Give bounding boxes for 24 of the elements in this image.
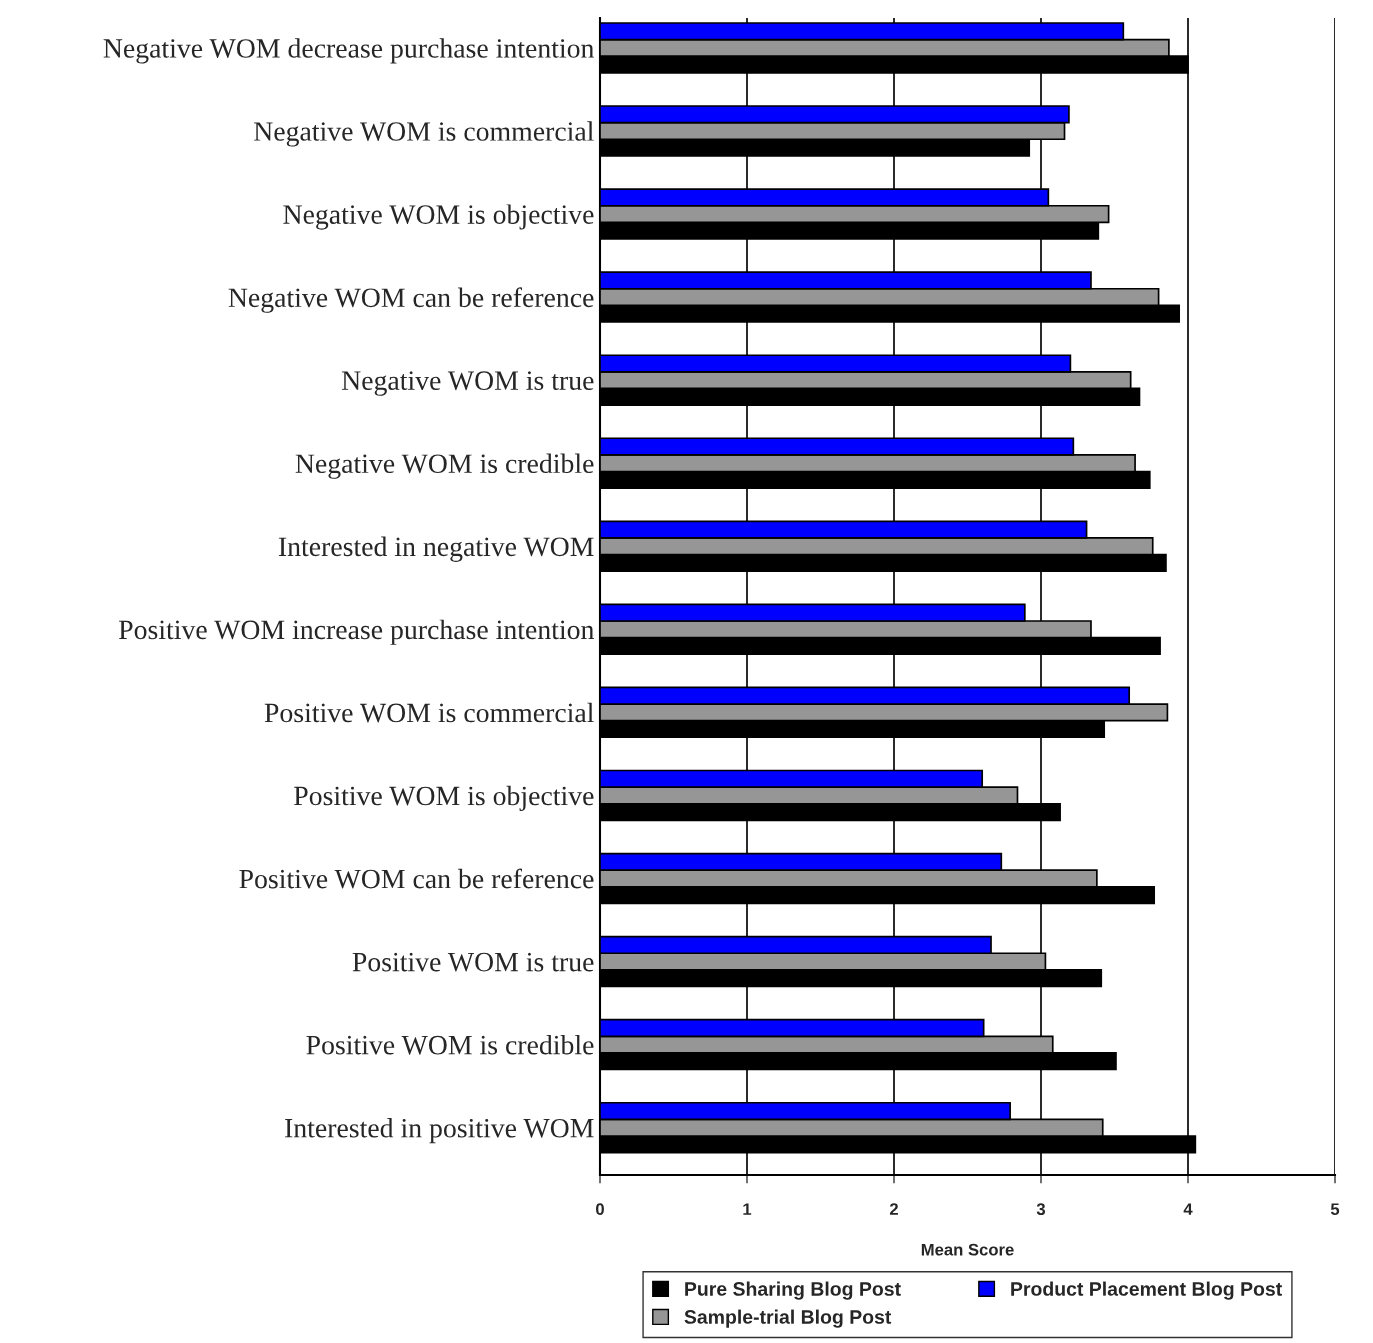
legend-label: Sample-trial Blog Post — [684, 1309, 892, 1328]
y-tick-label: Positive WOM is commercial — [264, 702, 594, 723]
y-tick-label: Negative WOM is credible — [295, 453, 594, 479]
y-tick-label: Negative WOM is objective — [283, 204, 594, 230]
y-tick-label: Positive WOM is credible — [306, 1034, 594, 1055]
y-tick-label: Positive WOM increase purchase intention — [118, 619, 595, 645]
x-tick-label: 5 — [1330, 1203, 1340, 1216]
x-axis-title: Mean Score — [921, 1243, 1014, 1256]
y-tick-label: Negative WOM is commercial — [254, 121, 594, 147]
x-tick-label: 4 — [1183, 1203, 1193, 1215]
y-tick-label: Interested in negative WOM — [278, 536, 594, 562]
y-tick-label: Positive WOM is objective — [294, 785, 594, 811]
y-tick-label: Negative WOM is true — [341, 371, 594, 396]
x-tick-label: 1 — [743, 1203, 752, 1215]
x-tick-label: 3 — [1036, 1203, 1046, 1216]
y-tick-label: Negative WOM can be reference — [228, 287, 594, 313]
x-tick-label: 0 — [596, 1203, 604, 1216]
y-tick-label: Positive WOM can be reference — [239, 868, 594, 889]
x-tick-label: 2 — [889, 1203, 898, 1215]
y-tick-label: Interested in positive WOM — [285, 1118, 594, 1144]
y-tick-label: Negative WOM decrease purchase intention — [103, 38, 594, 64]
y-tick-label: Positive WOM is true — [352, 952, 594, 972]
legend-label: Pure Sharing Blog Post — [685, 1281, 901, 1300]
legend-label: Product Placement Blog Post — [1011, 1281, 1282, 1300]
